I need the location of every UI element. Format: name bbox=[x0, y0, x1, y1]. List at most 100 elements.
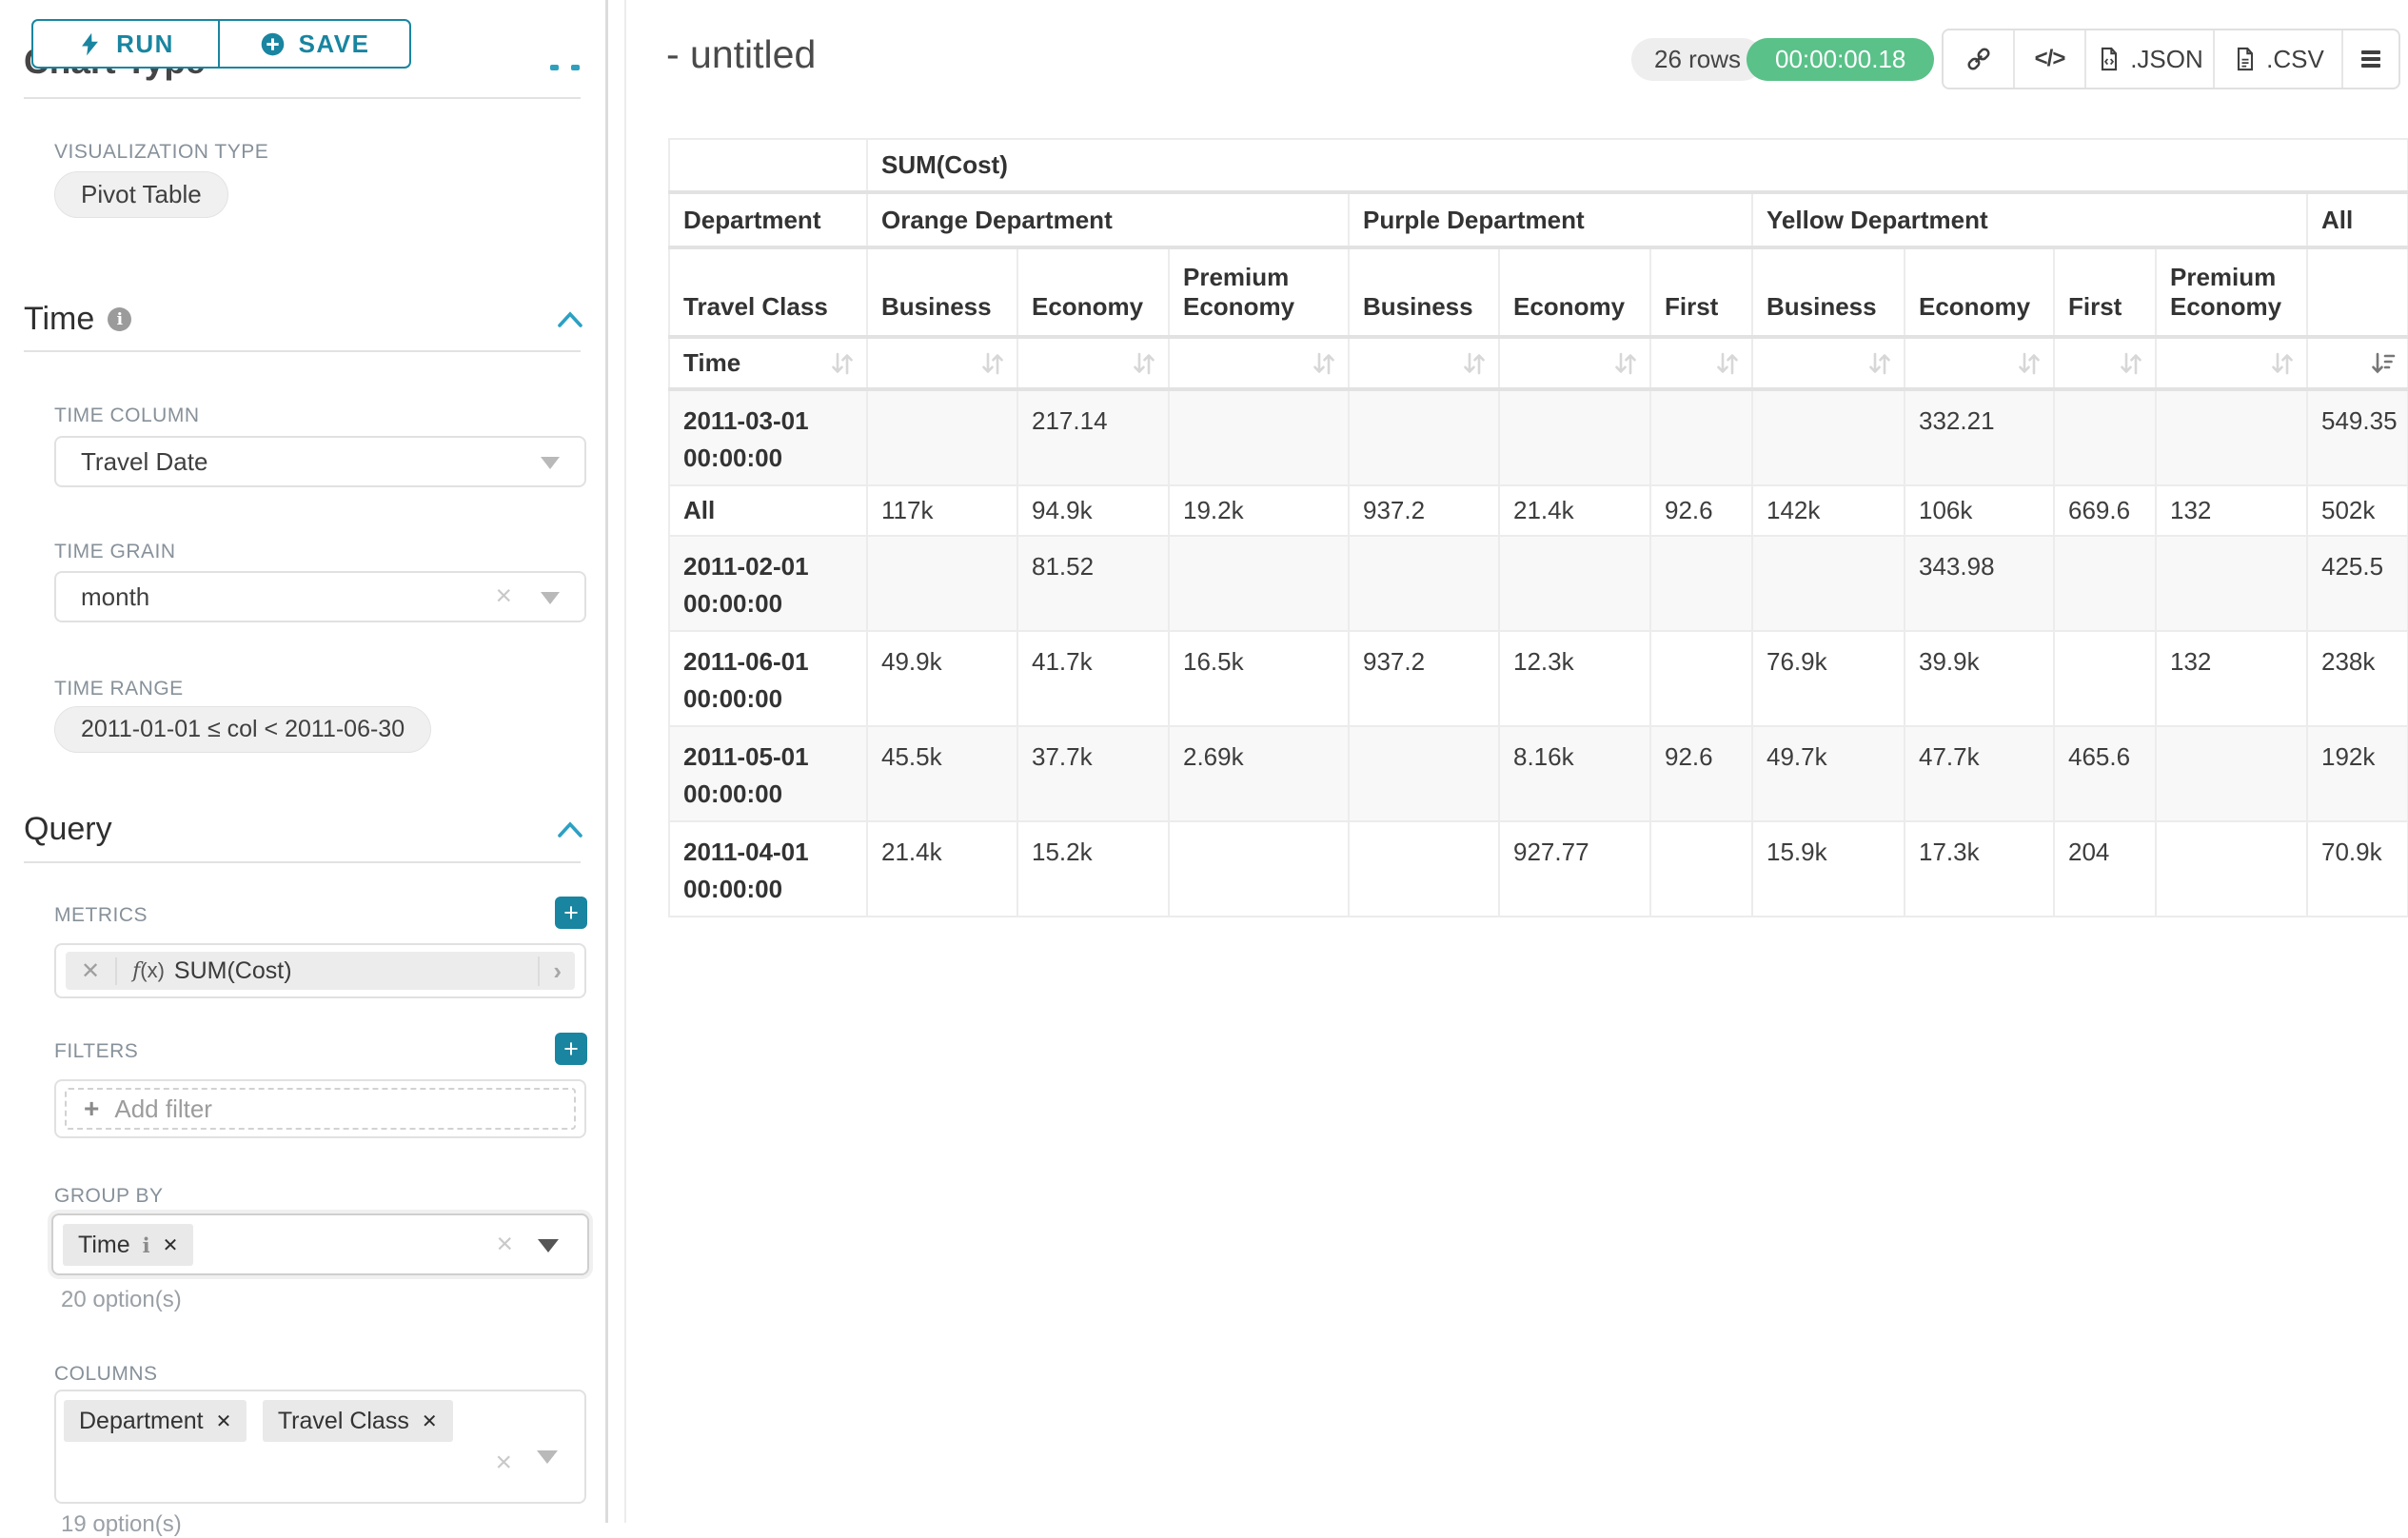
remove-chip-icon[interactable]: ✕ bbox=[162, 1234, 179, 1256]
row-header: All bbox=[668, 484, 868, 537]
clear-icon[interactable]: × bbox=[495, 1447, 512, 1478]
sort-toggle-icon[interactable] bbox=[978, 349, 1007, 378]
save-button[interactable]: SAVE bbox=[219, 19, 411, 69]
sort-header[interactable] bbox=[1016, 336, 1170, 391]
chevron-up-icon[interactable] bbox=[557, 310, 583, 329]
visualization-type-chip[interactable]: Pivot Table bbox=[54, 171, 228, 218]
sort-toggle-icon[interactable] bbox=[1713, 349, 1742, 378]
clear-icon[interactable]: × bbox=[495, 580, 512, 612]
sort-header[interactable] bbox=[2155, 336, 2308, 391]
pivot-value-cell: 21.4k bbox=[866, 820, 1018, 917]
pivot-value-cell: 16.5k bbox=[1168, 630, 1350, 727]
pivot-value-cell: 937.2 bbox=[1348, 484, 1500, 537]
remove-chip-icon[interactable]: ✕ bbox=[215, 1410, 232, 1432]
chevron-right-icon[interactable]: › bbox=[538, 956, 575, 986]
time-grain-label: TIME GRAIN bbox=[54, 541, 176, 562]
department-group-header: All bbox=[2305, 191, 2408, 249]
sort-header[interactable] bbox=[866, 336, 1018, 391]
sort-toggle-icon[interactable] bbox=[1460, 349, 1489, 378]
pivot-value-cell bbox=[2053, 388, 2157, 486]
view-query-button[interactable]: </> bbox=[2015, 30, 2086, 88]
sort-toggle-icon[interactable] bbox=[828, 349, 857, 378]
time-range-chip[interactable]: 2011-01-01 ≤ col < 2011-06-30 bbox=[54, 706, 432, 753]
pivot-value-cell: 549.35 bbox=[2305, 388, 2408, 486]
control-panel: Chart Type RUN SAVE VISUALIZATION TYPE P… bbox=[0, 0, 626, 1537]
pivot-value-cell: 92.6 bbox=[1649, 484, 1753, 537]
hamburger-icon bbox=[2361, 50, 2380, 68]
pivot-value-cell bbox=[866, 388, 1018, 486]
export-csv-label: .CSV bbox=[2266, 44, 2324, 73]
travel-class-header: Premium Economy bbox=[1168, 246, 1350, 339]
travel-class-header: Premium Economy bbox=[2155, 246, 2308, 339]
csv-file-icon bbox=[2238, 47, 2254, 71]
pivot-value-cell: 238k bbox=[2305, 630, 2408, 727]
travel-class-header bbox=[2305, 246, 2408, 339]
group-by-chip-time[interactable]: Time i ✕ bbox=[63, 1224, 194, 1266]
columns-chip-travel-class[interactable]: Travel Class ✕ bbox=[262, 1400, 453, 1442]
add-metric-button[interactable]: + bbox=[555, 897, 587, 929]
pivot-value-cell: 19.2k bbox=[1168, 484, 1350, 537]
row-dimension-sort-header[interactable]: Time bbox=[668, 336, 868, 391]
share-link-button[interactable] bbox=[1944, 30, 2015, 88]
pivot-value-cell bbox=[1649, 388, 1753, 486]
pivot-value-cell bbox=[2155, 820, 2308, 917]
add-filter-button[interactable]: + Add filter bbox=[65, 1088, 576, 1130]
pivot-value-cell: 94.9k bbox=[1016, 484, 1170, 537]
pivot-value-cell: 425.5 bbox=[2305, 535, 2408, 632]
travel-class-header: Economy bbox=[1498, 246, 1651, 339]
clear-icon[interactable]: × bbox=[496, 1227, 513, 1259]
sort-header[interactable] bbox=[1649, 336, 1753, 391]
pivot-value-cell: 17.3k bbox=[1904, 820, 2055, 917]
sort-header[interactable] bbox=[1168, 336, 1350, 391]
pivot-value-cell bbox=[1168, 535, 1350, 632]
section-divider bbox=[24, 350, 581, 352]
pivot-value-cell: 132 bbox=[2155, 484, 2308, 537]
time-column-select[interactable]: Travel Date bbox=[54, 436, 586, 487]
sort-header[interactable] bbox=[1904, 336, 2055, 391]
export-json-button[interactable]: .JSON bbox=[2086, 30, 2215, 88]
remove-metric-icon[interactable]: ✕ bbox=[66, 956, 118, 985]
time-column-label: TIME COLUMN bbox=[54, 404, 200, 426]
sort-toggle-icon[interactable] bbox=[1865, 349, 1894, 378]
sort-toggle-icon[interactable] bbox=[1130, 349, 1158, 378]
code-icon: </> bbox=[2034, 46, 2066, 71]
sidebar-scrollbar[interactable] bbox=[605, 0, 608, 1523]
travel-class-header: First bbox=[1649, 246, 1753, 339]
run-button[interactable]: RUN bbox=[31, 19, 219, 69]
columns-chip-department[interactable]: Department ✕ bbox=[64, 1400, 247, 1442]
travel-class-header: Economy bbox=[1904, 246, 2055, 339]
sort-toggle-icon[interactable] bbox=[2015, 349, 2043, 378]
more-options-button[interactable] bbox=[2343, 30, 2398, 88]
pivot-value-cell: 937.2 bbox=[1348, 630, 1500, 727]
export-csv-button[interactable]: .CSV bbox=[2215, 30, 2343, 88]
pivot-value-cell: 92.6 bbox=[1649, 725, 1753, 822]
sort-header[interactable] bbox=[1751, 336, 1905, 391]
pivot-value-cell bbox=[2155, 535, 2308, 632]
result-toolbar: </> .JSON .CSV bbox=[1942, 29, 2400, 89]
sort-toggle-icon[interactable] bbox=[1310, 349, 1338, 378]
sort-toggle-icon[interactable] bbox=[2117, 349, 2145, 378]
sort-header[interactable] bbox=[2305, 336, 2408, 391]
time-grain-value: month bbox=[81, 582, 150, 611]
pivot-value-cell bbox=[1751, 388, 1905, 486]
remove-chip-icon[interactable]: ✕ bbox=[421, 1410, 438, 1432]
department-group-header: Orange Department bbox=[866, 191, 1350, 249]
sort-header[interactable] bbox=[1348, 336, 1500, 391]
pivot-value-cell bbox=[1649, 630, 1753, 727]
pivot-value-cell: 204 bbox=[2053, 820, 2157, 917]
metric-chip[interactable]: ✕ f(x) SUM(Cost) › bbox=[66, 952, 575, 990]
sort-toggle-icon[interactable] bbox=[1611, 349, 1640, 378]
chevron-up-icon[interactable] bbox=[557, 820, 583, 839]
add-filter-plus-button[interactable]: + bbox=[555, 1033, 587, 1065]
metric-chip-label: SUM(Cost) bbox=[173, 956, 292, 984]
sort-desc-icon[interactable] bbox=[2369, 349, 2398, 378]
columns-select[interactable]: Department ✕ Travel Class ✕ × bbox=[54, 1390, 586, 1504]
sort-header[interactable] bbox=[2053, 336, 2157, 391]
sort-header[interactable] bbox=[1498, 336, 1651, 391]
group-by-select[interactable]: Time i ✕ × bbox=[51, 1213, 589, 1275]
sort-toggle-icon[interactable] bbox=[2268, 349, 2297, 378]
column-dimension-header: Department bbox=[668, 191, 868, 249]
query-section-title: Query bbox=[24, 811, 112, 847]
chart-title[interactable]: - untitled bbox=[666, 32, 817, 76]
time-grain-select[interactable]: month × bbox=[54, 571, 586, 622]
